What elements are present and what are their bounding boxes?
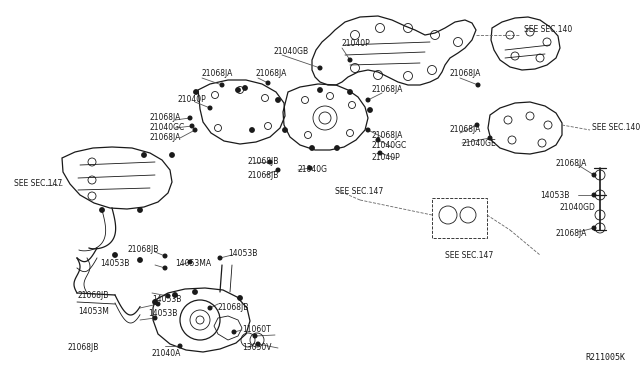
Text: 11060T: 11060T: [242, 326, 271, 334]
Text: 21068JA: 21068JA: [450, 125, 481, 135]
Circle shape: [163, 254, 167, 258]
Circle shape: [318, 66, 322, 70]
Text: 21040A: 21040A: [152, 349, 181, 357]
Circle shape: [238, 296, 242, 300]
Text: 14053B: 14053B: [228, 248, 257, 257]
Circle shape: [253, 334, 257, 338]
Text: 21068JA: 21068JA: [372, 131, 403, 140]
Circle shape: [366, 128, 370, 132]
Text: 21068JA: 21068JA: [450, 70, 481, 78]
Circle shape: [188, 116, 192, 120]
Text: SEE SEC.147: SEE SEC.147: [335, 187, 383, 196]
Circle shape: [170, 153, 174, 157]
Text: SEE SEC.147: SEE SEC.147: [14, 179, 62, 187]
Text: 21040GD: 21040GD: [560, 202, 596, 212]
Text: 21068JA: 21068JA: [202, 70, 234, 78]
Circle shape: [156, 302, 160, 306]
Circle shape: [142, 153, 146, 157]
Circle shape: [366, 98, 370, 102]
Text: SEE SEC.140: SEE SEC.140: [592, 122, 640, 131]
Circle shape: [138, 208, 142, 212]
Text: 21040G: 21040G: [298, 166, 328, 174]
Text: 14053M: 14053M: [78, 308, 109, 317]
Circle shape: [266, 81, 270, 85]
Text: 14053B: 14053B: [540, 190, 570, 199]
Text: 14053B: 14053B: [152, 295, 181, 305]
Circle shape: [166, 294, 170, 298]
Circle shape: [283, 128, 287, 132]
Circle shape: [476, 83, 480, 87]
Text: 21068JA: 21068JA: [372, 86, 403, 94]
Circle shape: [268, 160, 272, 164]
Circle shape: [368, 108, 372, 112]
Text: 14053MA: 14053MA: [175, 259, 211, 267]
Circle shape: [243, 86, 247, 90]
Circle shape: [318, 88, 322, 92]
Text: 14053B: 14053B: [100, 259, 129, 267]
Circle shape: [376, 138, 380, 142]
Text: 21068JB: 21068JB: [248, 170, 280, 180]
Circle shape: [138, 258, 142, 262]
Text: 21068JB: 21068JB: [218, 304, 250, 312]
Circle shape: [256, 342, 260, 346]
Circle shape: [310, 146, 314, 150]
Text: 13050V: 13050V: [242, 343, 271, 353]
Circle shape: [592, 173, 596, 177]
Text: SEE SEC.147: SEE SEC.147: [445, 250, 493, 260]
Circle shape: [308, 166, 312, 170]
Circle shape: [232, 330, 236, 334]
Circle shape: [335, 146, 339, 150]
Circle shape: [208, 306, 212, 310]
Text: 21040P: 21040P: [342, 39, 371, 48]
Text: 21068JA: 21068JA: [150, 113, 181, 122]
Text: 21040P: 21040P: [178, 96, 207, 105]
Circle shape: [236, 88, 240, 92]
Text: 21068JA: 21068JA: [150, 134, 181, 142]
Circle shape: [220, 83, 224, 87]
Circle shape: [208, 106, 212, 110]
Circle shape: [178, 344, 182, 348]
Circle shape: [348, 90, 352, 94]
Text: 21040GC: 21040GC: [372, 141, 407, 150]
Circle shape: [488, 136, 492, 140]
Circle shape: [348, 58, 352, 62]
Circle shape: [163, 266, 167, 270]
Circle shape: [193, 290, 197, 294]
Circle shape: [218, 256, 222, 260]
Text: 21040P: 21040P: [372, 153, 401, 161]
Text: 21068JB: 21068JB: [248, 157, 280, 167]
Circle shape: [188, 260, 192, 264]
Text: 21040GB: 21040GB: [274, 48, 309, 57]
Circle shape: [276, 98, 280, 102]
Circle shape: [592, 226, 596, 230]
Circle shape: [190, 124, 194, 128]
Circle shape: [173, 293, 177, 297]
Circle shape: [276, 168, 280, 172]
Circle shape: [592, 193, 596, 197]
Text: 14053B: 14053B: [148, 310, 177, 318]
Text: 21068JB: 21068JB: [128, 246, 159, 254]
Circle shape: [475, 123, 479, 127]
Circle shape: [153, 300, 157, 304]
Text: SEE SEC.140: SEE SEC.140: [524, 26, 572, 35]
Circle shape: [113, 253, 117, 257]
Text: 21068JA: 21068JA: [555, 158, 586, 167]
Circle shape: [250, 128, 254, 132]
Text: 21068JA: 21068JA: [255, 70, 286, 78]
Circle shape: [378, 151, 382, 155]
Circle shape: [193, 128, 197, 132]
Text: 21040GC: 21040GC: [150, 124, 185, 132]
Circle shape: [153, 316, 157, 320]
Circle shape: [194, 90, 198, 94]
Text: 21068JB: 21068JB: [68, 343, 99, 352]
Text: 21040GE: 21040GE: [462, 138, 497, 148]
Circle shape: [100, 208, 104, 212]
Text: 21068JA: 21068JA: [555, 228, 586, 237]
Text: R211005K: R211005K: [585, 353, 625, 362]
Text: 21068JB: 21068JB: [78, 292, 109, 301]
